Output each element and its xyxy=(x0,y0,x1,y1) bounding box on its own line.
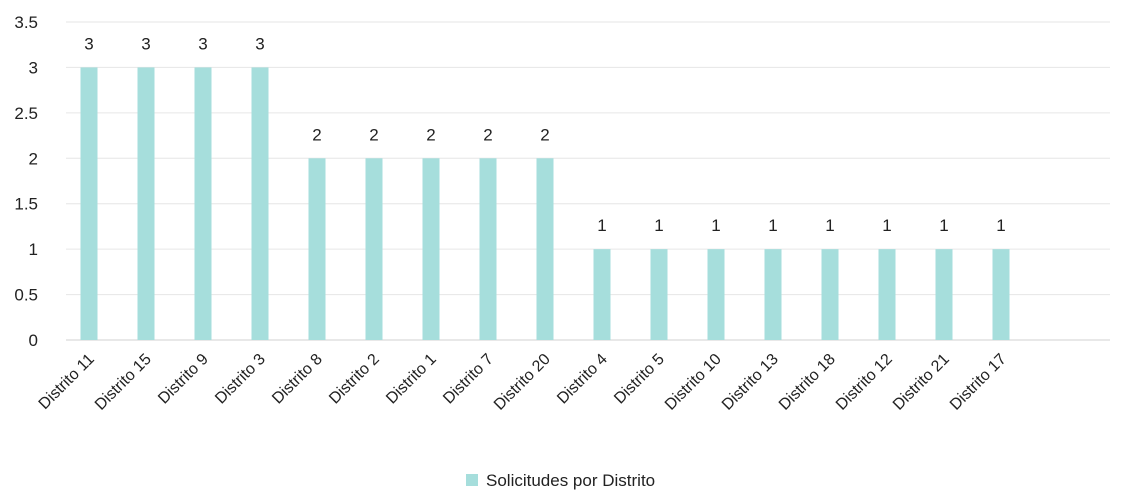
x-tick-label: Distrito 8 xyxy=(269,351,326,408)
y-axis: 0 0.5 1 1.5 2 2.5 3 3.5 xyxy=(14,13,38,350)
x-tick-label: Distrito 5 xyxy=(611,351,668,408)
bar-value-label: 2 xyxy=(369,125,378,144)
legend: Solicitudes por Distrito xyxy=(466,471,655,490)
bar xyxy=(650,249,668,340)
bar xyxy=(764,249,782,340)
bar-value-label: 1 xyxy=(597,216,606,235)
y-tick-label: 3.5 xyxy=(14,13,38,32)
bar-value-label: 1 xyxy=(654,216,663,235)
bar xyxy=(137,67,155,340)
gridlines xyxy=(66,21,1110,341)
x-tick-label: Distrito 17 xyxy=(947,351,1010,414)
x-tick-label: Distrito 3 xyxy=(212,351,269,408)
bar xyxy=(992,249,1010,340)
bar-value-label: 1 xyxy=(768,216,777,235)
x-tick-label: Distrito 18 xyxy=(776,351,839,414)
bar-value-label: 3 xyxy=(84,34,93,53)
bar-value-label: 3 xyxy=(141,34,150,53)
data-labels: 3 3 3 3 2 2 2 2 2 1 1 1 1 1 1 1 1 xyxy=(84,34,1005,235)
legend-label: Solicitudes por Distrito xyxy=(486,471,655,490)
x-tick-label: Distrito 9 xyxy=(155,351,212,408)
bar xyxy=(593,249,611,340)
x-tick-label: Distrito 10 xyxy=(662,351,725,414)
bar xyxy=(821,249,839,340)
bar xyxy=(422,158,440,340)
bar-value-label: 1 xyxy=(939,216,948,235)
bar-value-label: 1 xyxy=(825,216,834,235)
x-tick-label: Distrito 1 xyxy=(383,351,440,408)
x-tick-label: Distrito 13 xyxy=(719,351,782,414)
y-tick-label: 0 xyxy=(29,331,38,350)
x-tick-label: Distrito 4 xyxy=(554,351,611,408)
bars xyxy=(80,67,1010,340)
bar xyxy=(707,249,725,340)
bar xyxy=(878,249,896,340)
bar xyxy=(80,67,98,340)
bar-value-label: 2 xyxy=(540,125,549,144)
x-tick-label: Distrito 7 xyxy=(440,351,497,408)
bar-value-label: 1 xyxy=(882,216,891,235)
bar-value-label: 1 xyxy=(996,216,1005,235)
y-tick-label: 2.5 xyxy=(14,104,38,123)
bar-value-label: 2 xyxy=(483,125,492,144)
bar-value-label: 2 xyxy=(426,125,435,144)
y-tick-label: 2 xyxy=(29,149,38,168)
bar-value-label: 3 xyxy=(198,34,207,53)
bar xyxy=(935,249,953,340)
x-tick-label: Distrito 12 xyxy=(833,351,896,414)
bar xyxy=(479,158,497,340)
y-tick-label: 1.5 xyxy=(14,195,38,214)
x-tick-label: Distrito 21 xyxy=(890,351,953,414)
bar xyxy=(536,158,554,340)
bar-value-label: 2 xyxy=(312,125,321,144)
bar xyxy=(308,158,326,340)
x-tick-label: Distrito 15 xyxy=(92,351,155,414)
bar xyxy=(365,158,383,340)
x-tick-label: Distrito 11 xyxy=(36,351,98,413)
y-tick-label: 3 xyxy=(29,58,38,77)
bar xyxy=(194,67,212,340)
bar xyxy=(251,67,269,340)
bar-value-label: 1 xyxy=(711,216,720,235)
bar-value-label: 3 xyxy=(255,34,264,53)
y-tick-label: 0.5 xyxy=(14,286,38,305)
legend-swatch xyxy=(466,474,478,486)
y-tick-label: 1 xyxy=(29,240,38,259)
x-tick-label: Distrito 2 xyxy=(326,351,383,408)
x-tick-label: Distrito 20 xyxy=(491,351,554,414)
